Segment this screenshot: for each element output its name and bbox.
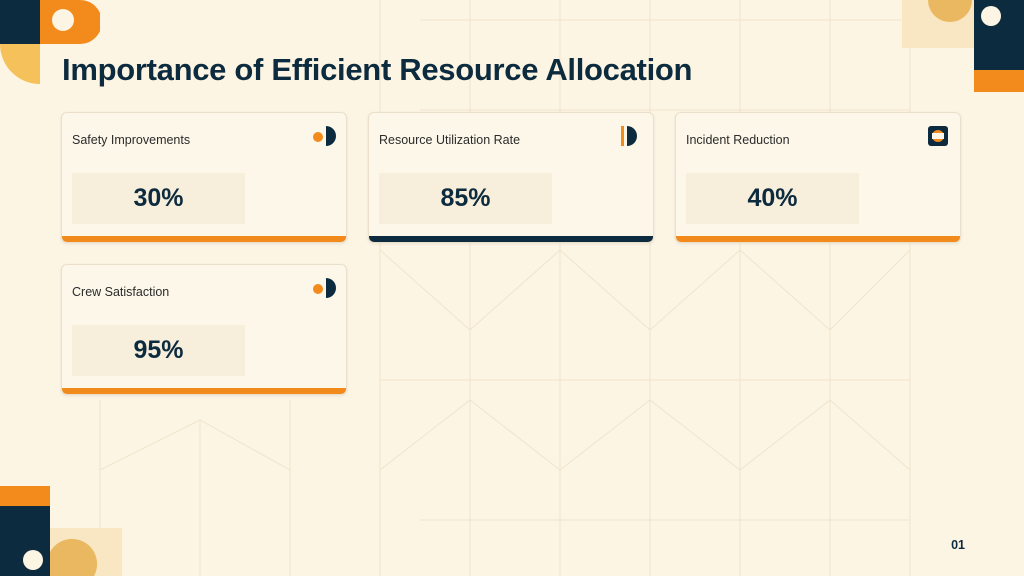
page-title: Importance of Efficient Resource Allocat… (62, 52, 693, 87)
bottom-left-decoration (0, 486, 122, 576)
metric-value-box: 95% (72, 325, 245, 376)
metric-value-box: 85% (379, 173, 552, 224)
top-right-decoration (902, 0, 1024, 92)
page-number: 01 (951, 538, 965, 552)
accent-bar (62, 236, 346, 242)
bar-half-circle-icon (621, 126, 637, 146)
metric-value-box: 40% (686, 173, 859, 224)
accent-bar (369, 236, 653, 242)
metric-label: Incident Reduction (686, 133, 790, 147)
metric-label: Safety Improvements (72, 133, 191, 147)
metric-label: Resource Utilization Rate (379, 133, 521, 147)
ring-square-icon (928, 126, 948, 146)
metric-value: 40% (747, 184, 798, 212)
metric-value: 95% (133, 336, 184, 364)
half-circle-dot-icon (313, 126, 336, 146)
half-circle-dot-icon (313, 278, 336, 298)
metric-label: Crew Satisfaction (72, 285, 170, 299)
metric-value: 30% (133, 184, 184, 212)
metric-card-resource-utilization-rate: Resource Utilization Rate 85% (368, 112, 654, 243)
accent-bar (62, 388, 346, 394)
metric-card-incident-reduction: Incident Reduction 40% (675, 112, 961, 243)
accent-bar (676, 236, 960, 242)
metric-card-crew-satisfaction: Crew Satisfaction 95% (61, 264, 347, 395)
metric-card-safety-improvements: Safety Improvements 30% (61, 112, 347, 243)
metric-value-box: 30% (72, 173, 245, 224)
metric-value: 85% (440, 184, 491, 212)
top-left-decoration (0, 0, 100, 84)
